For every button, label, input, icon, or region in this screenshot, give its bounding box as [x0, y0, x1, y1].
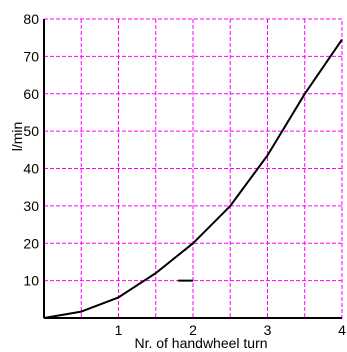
- y-tick-label: 40: [23, 161, 39, 177]
- grid-lines: [44, 19, 342, 318]
- series-line-0: [43, 39, 343, 319]
- x-tick-label: 1: [115, 322, 123, 338]
- y-tick-label: 30: [23, 198, 39, 214]
- y-tick-label: 20: [23, 235, 39, 251]
- x-axis-label: Nr. of handwheel turn: [134, 335, 267, 351]
- y-axis-label: l/min: [9, 122, 25, 152]
- x-tick-label: 2: [189, 322, 197, 338]
- y-tick-label: 10: [23, 273, 39, 289]
- x-tick-label: 4: [338, 322, 346, 338]
- x-tick-labels: 1 2 3 4: [115, 322, 347, 338]
- y-tick-label: 60: [23, 86, 39, 102]
- x-tick-label: 3: [264, 322, 272, 338]
- axes: [43, 19, 342, 319]
- y-tick-label: 70: [23, 48, 39, 64]
- y-tick-label: 80: [23, 11, 39, 27]
- y-tick-labels: 10 20 30 40 50 60 70 80: [23, 11, 39, 289]
- series-group: [43, 39, 343, 319]
- y-tick-label: 50: [23, 123, 39, 139]
